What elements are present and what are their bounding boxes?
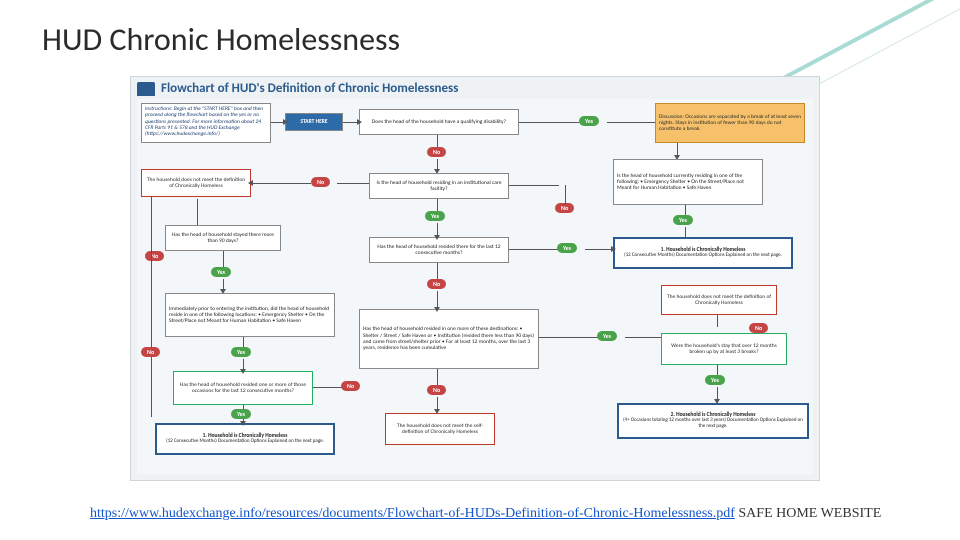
- q-4occasions: Has the head of household resided one or…: [173, 371, 313, 405]
- footer-suffix: SAFE HOME WEBSITE: [735, 506, 881, 521]
- result-bl-sub: (12 Consecutive Months) Documentation Op…: [166, 439, 324, 445]
- arrow: [539, 337, 599, 338]
- arrow-tip: [283, 119, 288, 125]
- fail-self-box: The household does not meet the self-def…: [385, 413, 495, 445]
- yes-pill: Yes: [425, 211, 445, 221]
- q-disability: Does the head of the household have a qu…: [359, 109, 519, 135]
- q-onemore: Has the head of household resided in one…: [359, 309, 539, 369]
- arrow: [685, 227, 686, 237]
- flowchart-title-bar: Flowchart of HUD's Definition of Chronic…: [137, 81, 813, 96]
- footer-link[interactable]: https://www.hudexchange.info/resources/d…: [90, 506, 735, 521]
- no-pill: No: [341, 381, 360, 391]
- no-pill: No: [749, 323, 768, 333]
- no-pill: No: [145, 251, 164, 261]
- arrow-tip: [357, 119, 362, 125]
- no-pill: No: [311, 177, 330, 187]
- arrow: [251, 183, 311, 184]
- fail-def-box: The household does not meet the definiti…: [141, 169, 251, 197]
- result2-box: 2. Household is Chronically Homeless (4+…: [617, 403, 809, 439]
- arrow: [565, 185, 566, 205]
- arrow: [625, 337, 665, 338]
- slide-title: HUD Chronic Homelessness: [42, 20, 400, 59]
- yes-pill: Yes: [231, 409, 251, 419]
- arrow: [197, 199, 198, 225]
- arrow-tip: [434, 307, 440, 312]
- fail-def2-box: The household does not meet the definiti…: [661, 285, 777, 315]
- no-pill: No: [427, 279, 446, 289]
- arrow: [509, 185, 559, 186]
- result-bottom-left: 1. Household is Chronically Homeless (12…: [155, 423, 335, 455]
- arrow: [717, 315, 718, 327]
- q-currently: Is the head of household currently resid…: [613, 159, 763, 205]
- q-stays3: Were the household's stay that over 12 m…: [661, 333, 787, 365]
- arrow: [607, 122, 655, 123]
- yes-pill: Yes: [597, 331, 617, 341]
- arrow: [509, 249, 559, 250]
- yes-pill: Yes: [705, 375, 725, 385]
- flowchart-title: Flowchart of HUD's Definition of Chronic…: [161, 81, 458, 96]
- footer-text: https://www.hudexchange.info/resources/d…: [90, 506, 881, 522]
- q-more90: Has the head of household stayed there m…: [165, 225, 281, 251]
- arrow-tip: [240, 421, 246, 426]
- no-pill: No: [427, 147, 446, 157]
- arrow-tip: [611, 246, 616, 252]
- no-pill: No: [141, 347, 160, 357]
- arrow: [151, 197, 152, 417]
- hud-logo-icon: [137, 82, 155, 96]
- arrow-tip: [434, 235, 440, 240]
- arrow: [585, 249, 613, 250]
- start-box: START HERE: [285, 113, 343, 131]
- arrow: [337, 183, 369, 184]
- result1-box: 1. Household is Chronically Homeless (12…: [613, 237, 793, 269]
- no-pill: No: [427, 385, 446, 395]
- yes-pill: Yes: [557, 243, 577, 253]
- flowchart-canvas: Instructions: Begin at the "START HERE" …: [137, 99, 813, 474]
- yes-pill: Yes: [211, 267, 231, 277]
- result1-sub: (12 Consecutive Months) Documentation Op…: [624, 253, 782, 259]
- q-last12: Has the head of household resided there …: [369, 237, 509, 263]
- arrow-tip: [240, 369, 246, 374]
- q-prior: Immediately prior to entering the instit…: [165, 293, 335, 337]
- arrow-tip: [248, 180, 253, 186]
- q-institution: Is the head of household residing in an …: [369, 173, 509, 199]
- yes-pill: Yes: [231, 347, 251, 357]
- instructions-box: Instructions: Begin at the "START HERE" …: [141, 103, 271, 143]
- flowchart-container: Flowchart of HUD's Definition of Chronic…: [130, 76, 820, 481]
- arrow: [519, 122, 579, 123]
- yes-pill: Yes: [673, 215, 693, 225]
- arrow: [313, 387, 343, 388]
- result2-sub: (4+ Occasions totaling 12 months over la…: [622, 418, 804, 430]
- yes-pill: Yes: [579, 116, 599, 126]
- discussion-box: Discussion: Occasions are separated by a…: [655, 103, 805, 143]
